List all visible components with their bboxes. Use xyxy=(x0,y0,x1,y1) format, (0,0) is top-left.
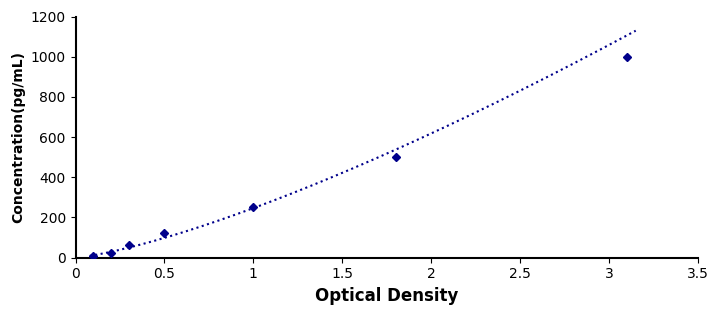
X-axis label: Optical Density: Optical Density xyxy=(315,287,459,305)
Y-axis label: Concentration(pg/mL): Concentration(pg/mL) xyxy=(11,51,25,223)
